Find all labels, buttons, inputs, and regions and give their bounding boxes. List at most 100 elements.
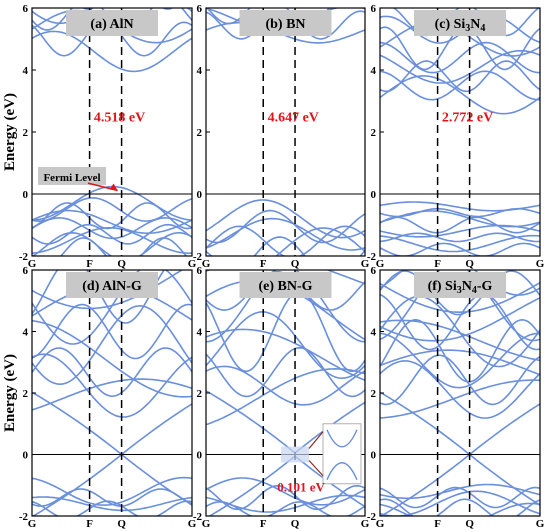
band-line (380, 349, 540, 376)
y-tick-label: 6 (197, 3, 203, 15)
band-line (32, 231, 192, 256)
y-tick-label: 4 (197, 327, 203, 339)
inset-connector (308, 431, 324, 449)
y-tick-label: 4 (371, 65, 377, 77)
band-line (32, 496, 192, 512)
band-line (380, 224, 540, 238)
panel-a: -2 0 2 4 6 G F Q G (a) AlN 4.518 eV Energy (eV) Ferm… (2, 3, 197, 270)
y-tick-label: 2 (371, 127, 377, 139)
band-line (32, 209, 192, 234)
x-tick-label: G (202, 518, 211, 530)
band-line (206, 199, 365, 239)
x-tick-label: Q (291, 518, 300, 530)
panel-b: -2 0 2 4 6 G F Q G (b) BN 4.647 eV (193, 3, 370, 270)
y-tick-label: 4 (23, 65, 29, 77)
y-tick-label: 6 (197, 265, 203, 277)
band-line (380, 242, 540, 256)
y-tick-label: -2 (367, 251, 377, 263)
band-line (59, 237, 188, 256)
panel-title-box (239, 272, 332, 298)
band-line (206, 328, 365, 381)
y-tick-label: 2 (23, 388, 29, 400)
panel-title: (f) Si3N4-G (428, 279, 493, 296)
band-line (206, 227, 365, 256)
x-tick-label: G (188, 258, 197, 270)
band-line (380, 379, 540, 419)
x-tick-label: G (28, 258, 37, 270)
bands-b (206, 8, 365, 256)
y-tick-label: 4 (371, 327, 377, 339)
band-line (380, 41, 540, 74)
y-tick-label: 0 (197, 189, 203, 201)
band-line (206, 290, 365, 373)
panel-d: -2 0 2 4 6 G F Q G (d) AlN-G Energy (eV) (2, 265, 197, 530)
y-tick-label: -2 (367, 511, 377, 523)
band-line (392, 8, 540, 37)
x-tick-label: G (202, 258, 211, 270)
band-line (206, 217, 365, 251)
x-tick-label: F (434, 518, 441, 530)
band-line (32, 223, 192, 245)
y-tick-label: 6 (23, 265, 29, 277)
band-line (206, 225, 365, 256)
band-line (380, 75, 540, 115)
band-line (32, 319, 192, 398)
panel-title: (e) BN-G (258, 279, 312, 294)
band-line (206, 501, 365, 516)
band-line (208, 455, 365, 516)
x-tick-label: Q (291, 258, 300, 270)
band-line (380, 234, 540, 253)
x-tick-label: G (536, 258, 545, 270)
band-line (380, 354, 540, 406)
band-line (380, 207, 540, 218)
band-line (206, 311, 365, 380)
band-line (32, 270, 184, 310)
band-line (380, 270, 540, 342)
band-line (206, 8, 331, 25)
band-line (81, 8, 174, 10)
band-line (32, 303, 192, 360)
y-tick-label: -2 (193, 251, 203, 263)
band-line (206, 209, 365, 244)
band-line (380, 216, 540, 234)
y-tick-label: 2 (371, 388, 377, 400)
band-line (380, 502, 540, 516)
y-tick-label: 4 (23, 327, 29, 339)
x-tick-label: F (260, 518, 267, 530)
band-line (380, 297, 540, 342)
band-line (380, 453, 540, 516)
panel-title-box (414, 10, 506, 36)
band-line (380, 232, 540, 243)
inset-connector (308, 460, 324, 477)
band-line (380, 498, 540, 516)
y-tick-label: -2 (19, 511, 29, 523)
x-tick-label: G (361, 518, 370, 530)
band-line (206, 367, 365, 426)
y-tick-label: 2 (197, 127, 203, 139)
band-line (206, 270, 365, 343)
y-tick-label: 2 (23, 127, 29, 139)
x-tick-label: F (260, 258, 267, 270)
panel-title: (b) BN (265, 17, 305, 32)
bands-a (32, 8, 192, 256)
y-tick-label: 6 (23, 3, 29, 15)
band-line (380, 70, 540, 101)
band-line (380, 270, 540, 296)
band-line (380, 332, 540, 389)
panel-frame (379, 269, 541, 517)
band-line (206, 390, 365, 454)
bands-f (380, 270, 540, 516)
inset-cone-up (326, 429, 358, 448)
band-line (32, 227, 192, 254)
band-line (206, 477, 365, 506)
x-tick-label: Q (465, 518, 474, 530)
y-axis-label: Energy (eV) (2, 354, 18, 432)
band-line (380, 486, 540, 509)
x-tick-label: F (434, 258, 441, 270)
band-line (380, 270, 540, 316)
band-line (380, 50, 540, 84)
x-tick-label: Q (117, 518, 126, 530)
band-gap-label: 4.647 eV (268, 111, 319, 126)
panel-f: -2 0 2 4 6 G F Q G (f) Si3N4-G (367, 265, 545, 530)
